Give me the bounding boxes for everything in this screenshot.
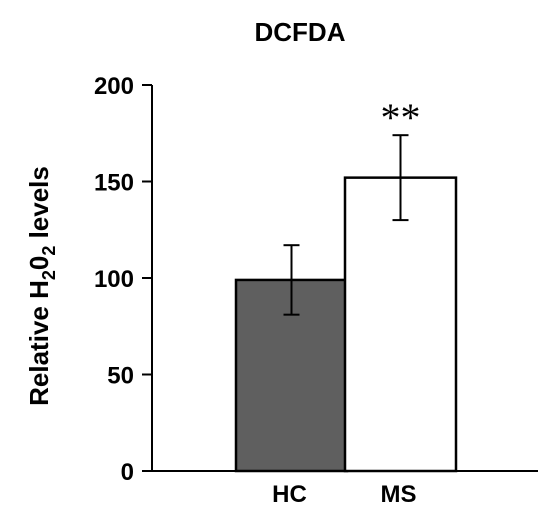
- axes: [142, 85, 538, 472]
- y-axis-ticks: 0 50 100 150 200: [94, 73, 152, 486]
- y-axis-label: Relative H202 levels: [24, 166, 59, 406]
- x-category-label: HC: [272, 481, 307, 508]
- significance-marker: **: [381, 95, 421, 140]
- significance-markers: **: [381, 95, 421, 140]
- bar-ms: [343, 176, 458, 473]
- bars: [234, 176, 458, 473]
- y-tick-label: 150: [94, 170, 134, 197]
- y-tick-label: 50: [107, 363, 134, 390]
- x-axis-categories: HC MS: [272, 481, 416, 508]
- y-tick-label: 0: [121, 459, 134, 486]
- y-tick-label: 100: [94, 266, 134, 293]
- x-category-label: MS: [381, 481, 417, 508]
- chart-title: DCFDA: [255, 17, 346, 47]
- y-tick-label: 200: [94, 73, 134, 100]
- error-bars: [283, 134, 409, 316]
